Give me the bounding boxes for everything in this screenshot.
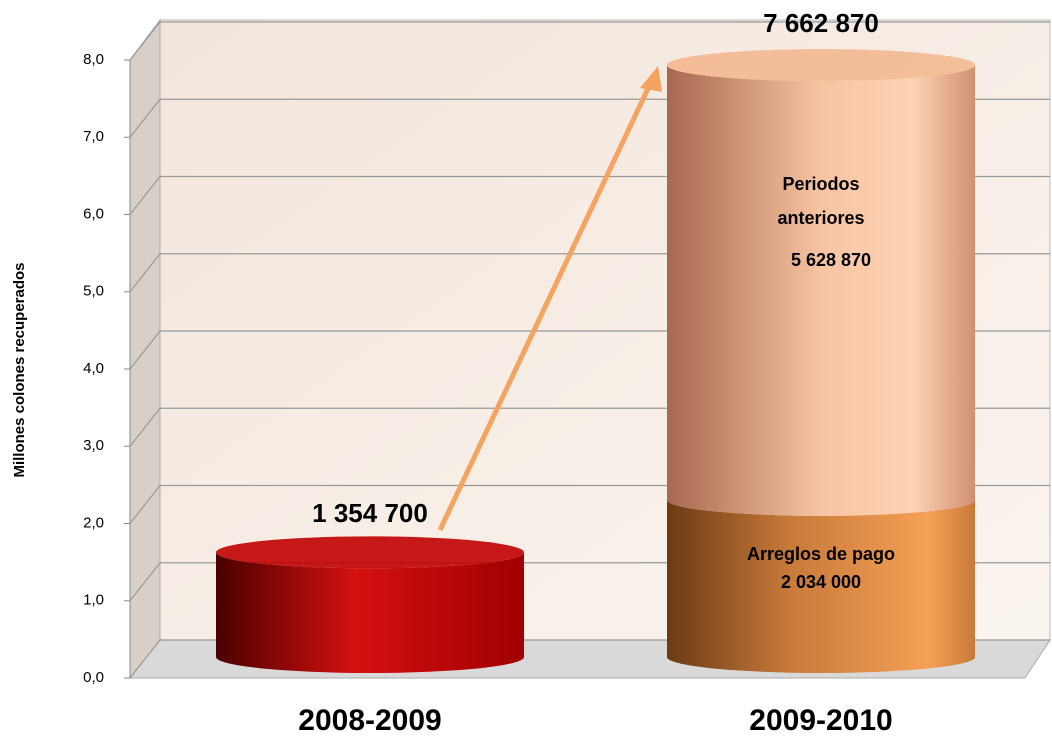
bar: [667, 65, 975, 516]
segment-name: Arreglos de pago: [747, 544, 895, 564]
y-axis-title: Millones colones recuperados: [11, 262, 28, 477]
y-tick-label: 5,0: [83, 283, 104, 300]
bar-top: [667, 49, 975, 81]
y-tick-label: 7,0: [83, 128, 104, 145]
y-tick-label: 1,0: [83, 592, 104, 609]
y-tick-label: 8,0: [83, 51, 104, 68]
x-tick-label: 2008-2009: [298, 704, 441, 737]
y-tick-label: 4,0: [83, 360, 104, 377]
y-tick-label: 0,0: [83, 669, 104, 686]
y-tick-label: 6,0: [83, 205, 104, 222]
data-label: 2 034 000: [781, 572, 861, 592]
data-label: 5 628 870: [791, 250, 871, 270]
y-tick-label: 3,0: [83, 437, 104, 454]
bar-top: [216, 536, 524, 568]
data-label: 1 354 700: [312, 498, 428, 528]
total-label: 7 662 870: [763, 8, 879, 38]
y-tick-label: 2,0: [83, 514, 104, 531]
x-tick-label: 2009-2010: [749, 704, 892, 737]
bar: [216, 552, 524, 673]
chart: Millones colones recuperados 1 354 700 Ar…: [0, 0, 1052, 747]
